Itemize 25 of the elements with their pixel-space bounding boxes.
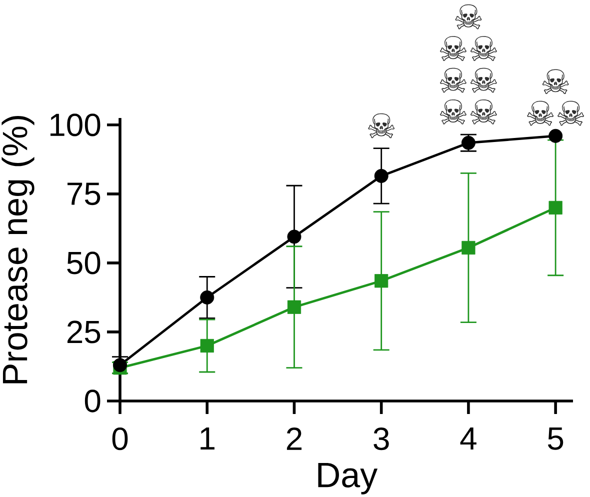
annotation: ☠ ☠☠ ☠☠ ☠☠: [440, 4, 497, 124]
y-tick-label: 25: [67, 320, 100, 344]
point: [548, 128, 563, 143]
y-axis-title: Protease neg (%): [2, 116, 34, 384]
x-axis-title: Day: [318, 463, 378, 494]
x-tick-label: 5: [548, 428, 564, 450]
x-tick-label: 0: [112, 428, 128, 450]
point: [374, 274, 388, 288]
y-tick-label: 0: [84, 390, 100, 412]
point: [200, 338, 214, 353]
point: [548, 200, 562, 215]
y-tick-label: 75: [68, 182, 100, 206]
x-tick-label: 4: [460, 428, 476, 450]
y-tick-label: 100: [50, 114, 100, 136]
point: [200, 290, 214, 304]
annotation: ☠: [368, 113, 395, 138]
x-tick-label: 2: [286, 428, 302, 450]
y-tick-label: 50: [67, 252, 100, 274]
point: [374, 168, 388, 183]
point: [287, 300, 302, 314]
x-tick-label: 3: [374, 428, 389, 450]
x-tick-label: 1: [200, 428, 214, 450]
annotation: ☠ ☠☠: [527, 69, 584, 126]
point: [462, 240, 476, 255]
point: [287, 230, 302, 244]
